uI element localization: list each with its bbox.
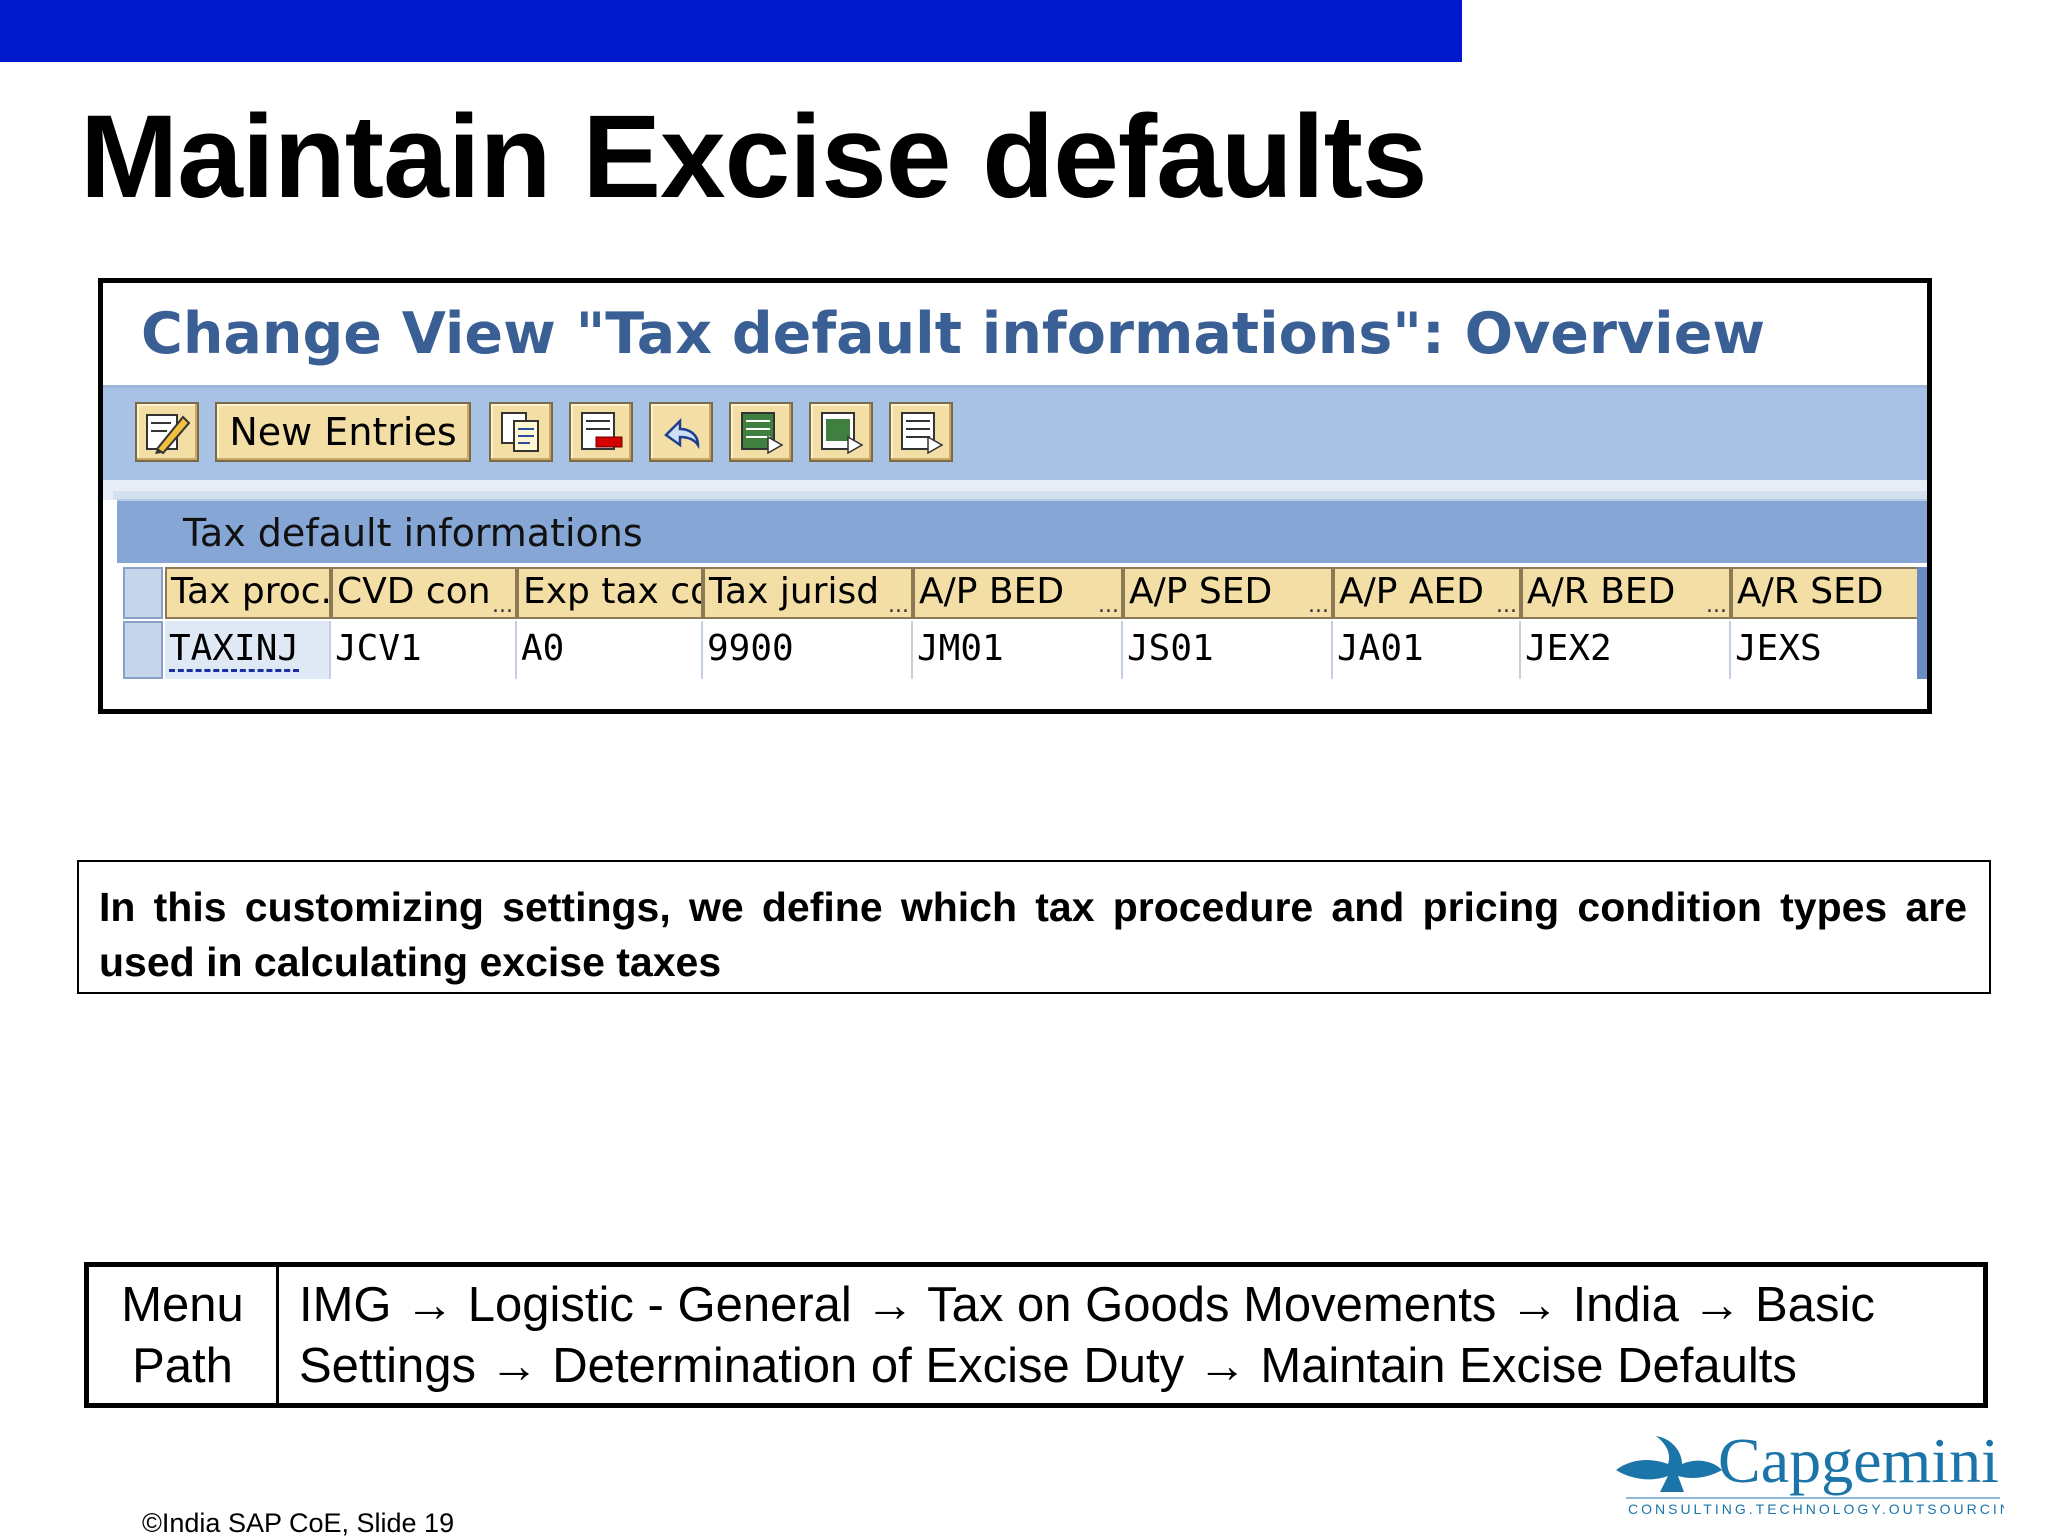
undo-button[interactable] <box>649 402 713 462</box>
logo-brand: Capgemini <box>1718 1425 1999 1496</box>
cell-ar-sed[interactable]: JEXS <box>1731 621 1919 679</box>
new-entries-button[interactable]: New Entries <box>215 402 471 462</box>
table-section-header: Tax default informations <box>117 499 1927 563</box>
deselect-all-icon <box>901 412 944 455</box>
column-header-exp-tax-cd[interactable]: Exp tax cd <box>517 567 703 619</box>
tax-defaults-table: Tax proc. CVD con... Exp tax cd Tax juri… <box>117 561 1927 709</box>
top-accent-bar <box>0 0 1462 62</box>
deselect-all-button[interactable] <box>889 402 953 462</box>
menu-label-line2: Path <box>132 1339 233 1393</box>
select-block-icon <box>821 412 864 455</box>
toolbar-separator-shade <box>113 491 1927 499</box>
column-header-label: CVD con <box>337 571 491 612</box>
spade-icon <box>1616 1436 1722 1492</box>
column-header-label: A/R BED <box>1527 571 1676 612</box>
cell-tax-proc[interactable]: TAXINJ <box>165 621 331 679</box>
cell-ar-bed[interactable]: JEX2 <box>1521 621 1731 679</box>
menu-label-line1: Menu <box>121 1278 244 1332</box>
sap-window-title: Change View "Tax default informations": … <box>141 301 1766 367</box>
cell-ap-sed[interactable]: JS01 <box>1123 621 1333 679</box>
display-change-icon <box>146 414 191 455</box>
column-header-label: Tax jurisd <box>709 571 880 612</box>
menu-path-table: Menu Path IMG → Logistic - General → Tax… <box>84 1262 1988 1408</box>
column-header-label: A/P AED <box>1339 571 1485 612</box>
truncated-indicator: ... <box>1496 593 1517 618</box>
capgemini-logo: Capgemini CONSULTING.TECHNOLOGY.OUTSOURC… <box>1616 1425 2004 1517</box>
row-selector[interactable] <box>123 621 163 679</box>
truncated-indicator: ... <box>1706 593 1727 618</box>
cell-exp-tax-cd[interactable]: A0 <box>517 621 703 679</box>
select-all-rows-cell[interactable] <box>123 567 163 619</box>
menu-path-label: Menu Path <box>89 1267 279 1403</box>
copy-button[interactable] <box>489 402 553 462</box>
cell-value: TAXINJ <box>169 628 300 672</box>
column-header-tax-jurisd[interactable]: Tax jurisd... <box>703 567 913 619</box>
truncated-indicator: ... <box>492 593 513 618</box>
table-scroll-edge[interactable] <box>1917 567 1927 679</box>
description-box: In this customizing settings, we define … <box>77 860 1991 994</box>
copy-icon <box>501 412 539 452</box>
column-header-ar-bed[interactable]: A/R BED... <box>1521 567 1731 619</box>
undo-icon <box>664 417 700 450</box>
column-header-label: A/P SED <box>1129 571 1273 612</box>
table-section-title: Tax default informations <box>183 511 643 555</box>
slide-footer: ©India SAP CoE, Slide 19 <box>142 1508 455 1538</box>
menu-path-text: IMG → Logistic - General → Tax on Goods … <box>299 1278 1875 1393</box>
column-header-cvd-con[interactable]: CVD con... <box>331 567 517 619</box>
column-header-tax-proc[interactable]: Tax proc. <box>165 567 331 619</box>
truncated-indicator: ... <box>1308 593 1329 618</box>
column-header-ar-sed[interactable]: A/R SED <box>1731 567 1919 619</box>
cell-ap-aed[interactable]: JA01 <box>1333 621 1521 679</box>
display-change-button[interactable] <box>135 402 199 462</box>
cell-cvd-con[interactable]: JCV1 <box>331 621 517 679</box>
column-header-ap-sed[interactable]: A/P SED... <box>1123 567 1333 619</box>
select-all-button[interactable] <box>729 402 793 462</box>
select-all-icon <box>741 412 784 455</box>
column-header-ap-bed[interactable]: A/P BED... <box>913 567 1123 619</box>
truncated-indicator: ... <box>888 593 909 618</box>
column-header-ap-aed[interactable]: A/P AED... <box>1333 567 1521 619</box>
column-header-label: A/P BED <box>919 571 1065 612</box>
sap-toolbar: New Entries <box>103 388 1927 480</box>
delete-icon <box>581 412 623 450</box>
delete-button[interactable] <box>569 402 633 462</box>
cell-tax-jurisd[interactable]: 9900 <box>703 621 913 679</box>
slide-title: Maintain Excise defaults <box>80 91 1428 223</box>
sap-screenshot-frame: Change View "Tax default informations": … <box>98 278 1932 714</box>
logo-tagline: CONSULTING.TECHNOLOGY.OUTSOURCING <box>1628 1501 2004 1517</box>
select-block-button[interactable] <box>809 402 873 462</box>
cell-ap-bed[interactable]: JM01 <box>913 621 1123 679</box>
title-divider <box>103 385 1927 388</box>
truncated-indicator: ... <box>1098 593 1119 618</box>
